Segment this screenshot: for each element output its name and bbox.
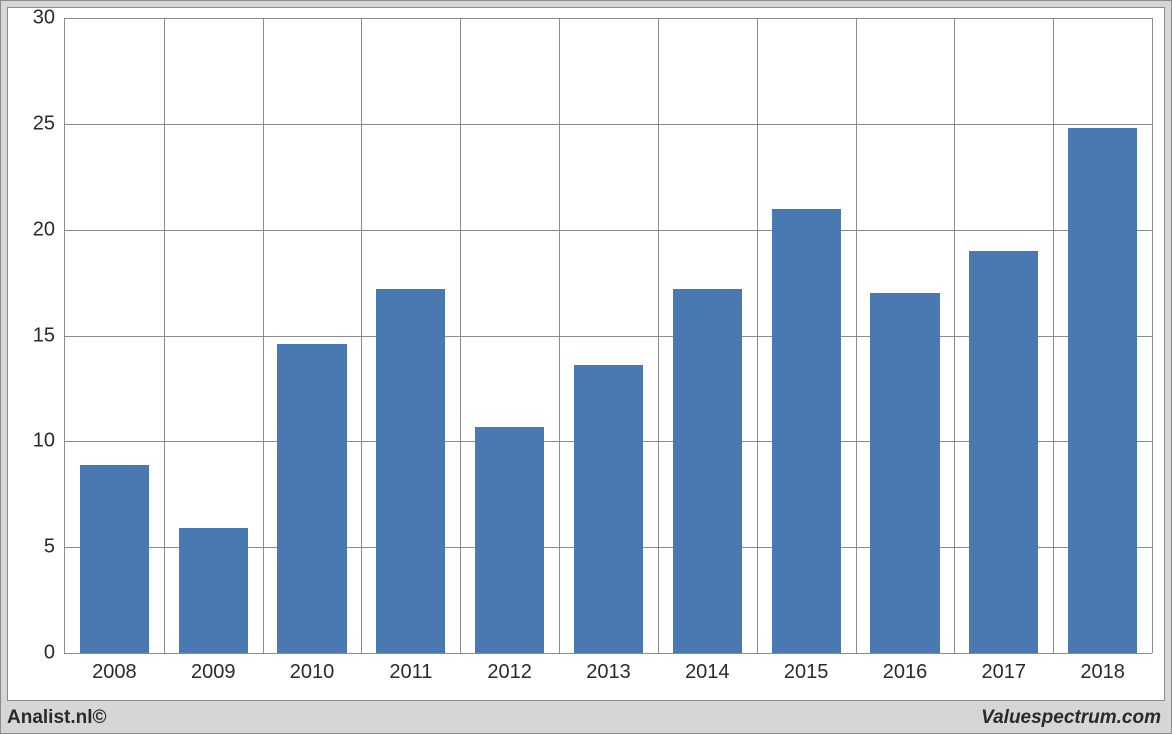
x-axis-tick-label: 2013 (586, 653, 631, 684)
x-axis-tick-label: 2018 (1080, 653, 1125, 684)
gridline-vertical (460, 18, 461, 653)
x-axis-tick-label: 2011 (389, 653, 432, 684)
bar (80, 465, 149, 653)
gridline-vertical (757, 18, 758, 653)
bar (179, 528, 248, 653)
bar (277, 344, 346, 653)
x-axis-tick-label: 2014 (685, 653, 730, 684)
x-axis-tick-label: 2010 (290, 653, 335, 684)
gridline-vertical (263, 18, 264, 653)
gridline-vertical (164, 18, 165, 653)
bar (772, 209, 841, 654)
x-axis-tick-label: 2008 (92, 653, 137, 684)
gridline-vertical (954, 18, 955, 653)
x-axis-tick-label: 2015 (784, 653, 829, 684)
bar (475, 427, 544, 653)
x-axis-tick-label: 2009 (191, 653, 236, 684)
gridline-vertical (1053, 18, 1054, 653)
footer-left-credit: Analist.nl© (7, 707, 107, 729)
y-axis-tick-label: 15 (33, 324, 65, 347)
x-axis-tick-label: 2016 (883, 653, 928, 684)
y-axis-tick-label: 20 (33, 218, 65, 241)
y-axis-tick-label: 10 (33, 430, 65, 453)
bar (673, 289, 742, 653)
gridline-horizontal (65, 230, 1152, 231)
bar (376, 289, 445, 653)
y-axis-tick-label: 25 (33, 112, 65, 135)
y-axis-tick-label: 30 (33, 7, 65, 30)
plot-area: 0510152025302008200920102011201220132014… (64, 18, 1152, 654)
gridline-vertical (1152, 18, 1153, 653)
gridline-horizontal (65, 18, 1152, 19)
gridline-vertical (658, 18, 659, 653)
gridline-vertical (856, 18, 857, 653)
chart-outer-frame: 0 5 10 15 20 25 30 2008 2009 2010 2011 2012 2013 2014… (0, 0, 1172, 734)
bar (969, 251, 1038, 653)
chart-inner-frame: 0 5 10 15 20 25 30 2008 2009 2010 2011 2012 2013 2014… (7, 7, 1165, 701)
x-axis-tick-label: 2012 (487, 653, 532, 684)
gridline-vertical (361, 18, 362, 653)
y-axis-tick-label: 5 (44, 536, 65, 559)
y-axis-tick-label: 0 (44, 642, 65, 665)
gridline-horizontal (65, 124, 1152, 125)
footer-right-credit: Valuespectrum.com (981, 707, 1161, 729)
x-axis-tick-label: 2017 (982, 653, 1027, 684)
gridline-vertical (559, 18, 560, 653)
bar (1068, 128, 1137, 653)
bar (574, 365, 643, 653)
bar (870, 293, 939, 653)
